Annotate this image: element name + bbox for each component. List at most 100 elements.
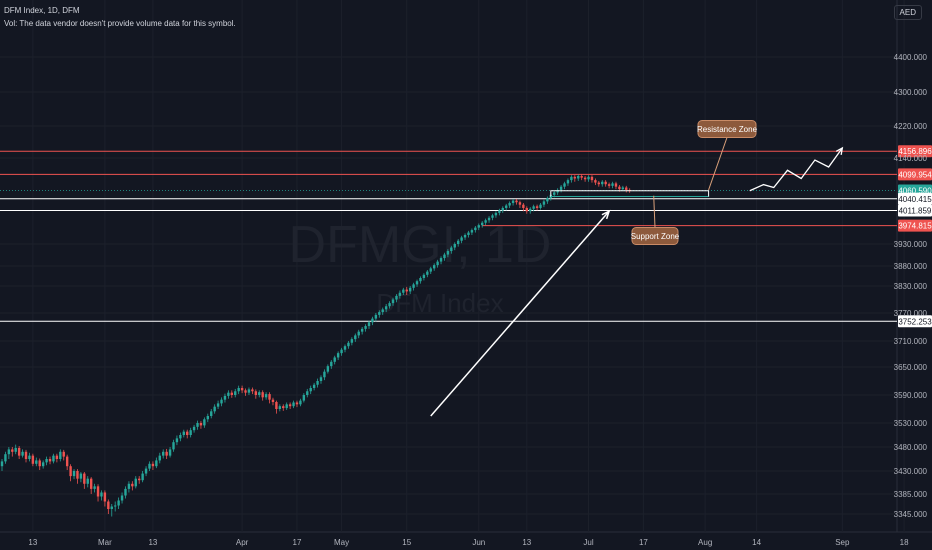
candle-body <box>618 186 621 190</box>
candle-body <box>35 460 38 464</box>
candle-body <box>41 462 45 467</box>
candle-body <box>446 251 450 255</box>
support-zone-callout-pointer <box>653 195 656 228</box>
candle-body <box>189 430 192 435</box>
candle-body <box>220 399 223 404</box>
currency-button[interactable]: AED <box>893 5 922 20</box>
candle-body <box>456 240 460 244</box>
candle-body <box>268 394 271 400</box>
candle-body <box>621 187 625 190</box>
projection-arrow-head <box>835 146 844 156</box>
support-zone-callout-box <box>631 227 679 245</box>
candle-body <box>240 388 244 391</box>
candle-body <box>120 495 124 501</box>
candle-body <box>192 426 196 431</box>
candle-body <box>62 451 65 457</box>
volume-note: Vol: The data vendor doesn't provide vol… <box>4 19 236 28</box>
candle-body <box>151 463 155 467</box>
candle-body <box>577 176 580 179</box>
candle-body <box>21 451 24 456</box>
candle-body <box>107 501 110 509</box>
candle-body <box>515 200 518 203</box>
time-axis[interactable]: 13Mar13Apr17May15Jun13Jul17Aug14Sep18Oct… <box>28 538 932 547</box>
candles <box>0 174 631 517</box>
candle-body <box>354 335 357 340</box>
level-tag <box>898 145 932 158</box>
candle-body <box>443 254 446 259</box>
candle-body <box>594 180 597 183</box>
candle-body <box>402 289 405 293</box>
candle-body <box>347 342 350 347</box>
candle-body <box>59 451 62 459</box>
candle-body <box>4 454 7 462</box>
price-axis[interactable]: 4400.000 4300.000 4220.000 4140.000 3930.000… <box>894 53 928 519</box>
candle-body <box>93 486 96 489</box>
candle-body <box>282 406 285 409</box>
candle-body <box>491 215 494 218</box>
candle-body <box>203 419 206 426</box>
y-tick-label: 4400.000 <box>894 53 928 62</box>
level-tag-label: 3752.253 <box>898 317 932 326</box>
y-tick-label: 3430.000 <box>894 467 928 476</box>
candle-body <box>333 357 336 362</box>
candle-body <box>484 220 487 223</box>
candle-body <box>312 384 316 388</box>
trend-arrow-line <box>430 210 610 417</box>
candle-body <box>542 201 546 205</box>
candle-body <box>168 449 172 456</box>
candle-body <box>144 468 148 474</box>
candle-body <box>398 292 402 296</box>
candle-body <box>367 322 371 327</box>
candle-body <box>450 247 453 252</box>
y-tick-label: 3930.000 <box>894 240 928 249</box>
candle-body <box>426 271 429 275</box>
candle-body <box>110 506 113 509</box>
y-tick-label: 3480.000 <box>894 443 928 452</box>
candle-body <box>28 455 31 459</box>
candle-body <box>210 411 213 416</box>
candle-body <box>508 203 511 206</box>
candle-body <box>117 500 120 506</box>
candle-body <box>165 451 168 456</box>
candle-body <box>69 466 72 477</box>
candle-body <box>131 483 134 487</box>
candle-body <box>384 306 388 310</box>
candle-body <box>11 449 14 452</box>
candle-body <box>124 488 127 496</box>
candle-body <box>439 258 443 262</box>
level-tag <box>898 204 932 217</box>
watermark-symbol: DFMGI, 1D <box>289 216 552 274</box>
drawings[interactable]: Resistance Zone Support Zone <box>430 120 844 417</box>
level-tag-label: 4156.896 <box>898 147 932 156</box>
x-tick-label: Sep <box>835 538 850 547</box>
candle-body <box>415 281 419 285</box>
candle-body <box>52 455 55 462</box>
x-tick-label: Jul <box>583 538 593 547</box>
x-tick-label: 13 <box>148 538 157 547</box>
candle-body <box>237 388 240 392</box>
candle-body <box>141 473 144 481</box>
candle-body <box>247 389 251 393</box>
candle-body <box>388 303 391 307</box>
candle-body <box>357 331 360 336</box>
candle-body <box>234 391 237 395</box>
candle-body <box>65 456 69 467</box>
y-tick-label: 3530.000 <box>894 419 928 428</box>
candle-body <box>611 183 614 186</box>
level-tag-label: 4060.590 <box>898 187 932 196</box>
x-tick-label: 17 <box>293 538 302 547</box>
candle-body <box>278 406 282 409</box>
x-tick-label: 13 <box>522 538 531 547</box>
candle-body <box>570 176 573 181</box>
level-tag <box>898 219 932 232</box>
resistance-zone-callout-label: Resistance Zone <box>697 125 758 134</box>
candle-body <box>391 299 395 304</box>
x-tick-label: Apr <box>236 538 249 547</box>
chart-title: DFM Index, 1D, DFM <box>4 6 80 15</box>
candle-body <box>264 394 268 398</box>
candle-body <box>498 210 501 213</box>
candle-body <box>381 309 384 313</box>
candle-body <box>7 449 11 455</box>
